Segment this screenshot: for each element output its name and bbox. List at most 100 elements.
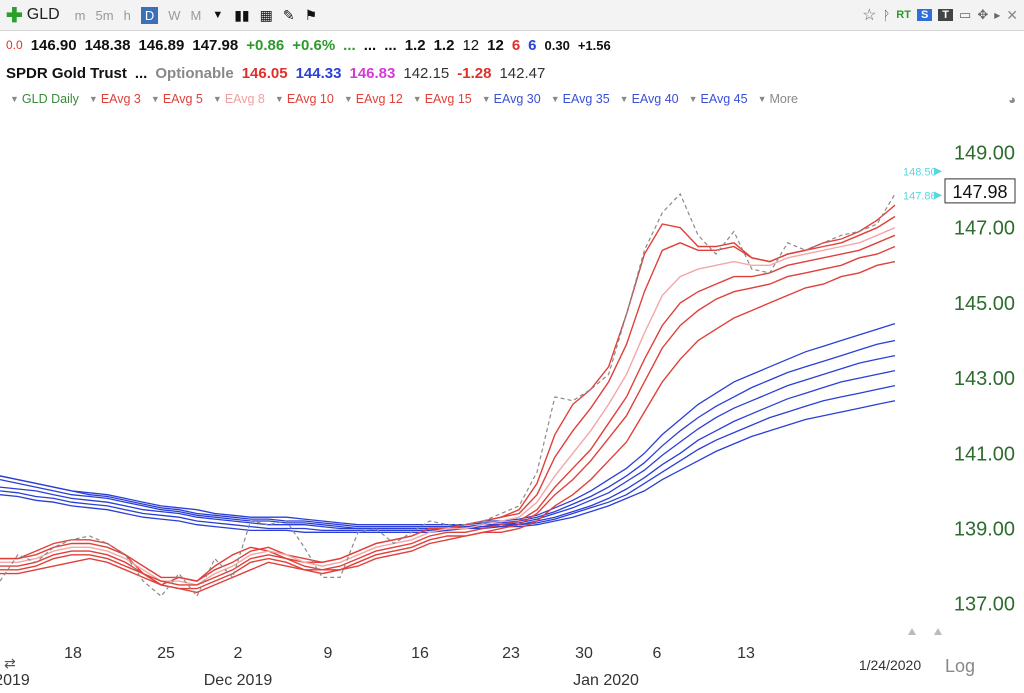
add-symbol-icon[interactable]: ✚ [6, 4, 23, 27]
dropdown-icon[interactable]: ▼ [212, 94, 222, 104]
stat-p1: 146.05 [241, 64, 288, 82]
pencil-icon[interactable]: ✎ [282, 6, 295, 23]
y-tick-label: 149.00 [954, 143, 1015, 165]
x-month-label: Jan 2020 [573, 672, 639, 689]
log-scale-button[interactable]: Log [945, 656, 975, 676]
x-tick-label: 18 [64, 645, 82, 662]
date-label: 1/24/2020 [859, 657, 921, 673]
dropdown-icon[interactable]: ▼ [10, 94, 19, 104]
timeframe-5m[interactable]: 5m [95, 7, 114, 23]
marker-label: 148.50 [903, 166, 937, 178]
dropdown-icon[interactable]: ▼ [274, 94, 284, 104]
fast-ema-line-6 [0, 260, 896, 594]
x-tick-label: 23 [502, 645, 520, 662]
quote-low: 146.89 [138, 36, 185, 54]
quote-close: 147.98 [192, 36, 239, 54]
y-tick-label: 139.00 [954, 519, 1015, 541]
dropdown-icon[interactable]: ▼ [688, 94, 698, 104]
quote-v8: +1.56 [577, 37, 611, 53]
legend-item[interactable]: ▼ GLD Daily [10, 92, 79, 106]
legend-item[interactable]: ▼ EAvg 3 [89, 92, 141, 106]
quote-change: +0.86 [246, 36, 285, 54]
slow-ema-line-6 [0, 400, 896, 533]
quote-dots-2: ... [363, 36, 377, 54]
legend-label: EAvg 3 [100, 92, 141, 106]
dropdown-icon[interactable]: ▼ [757, 94, 767, 104]
legend-item[interactable]: ▼ EAvg 10 [275, 92, 334, 106]
legend-item[interactable]: ▼ EAvg 45 [689, 92, 748, 106]
legend-label: EAvg 10 [286, 92, 334, 106]
quote-v7: 0.30 [544, 37, 570, 53]
x-month-label: 2019 [0, 672, 30, 689]
dropdown-icon[interactable]: ▼ [550, 94, 560, 104]
legend-item[interactable]: ▼ EAvg 40 [620, 92, 679, 106]
refresh-icon[interactable]: ⇄ [4, 656, 16, 672]
flag-icon[interactable]: ⚑ [304, 6, 318, 23]
legend-item[interactable]: ▼ EAvg 12 [344, 92, 403, 106]
dropdown-icon[interactable]: ▼ [481, 94, 491, 104]
scroll-arrow-icon[interactable] [908, 628, 916, 635]
legend-item[interactable]: ▼ EAvg 8 [213, 92, 265, 106]
pin-icon[interactable]: ᚹ [882, 7, 891, 23]
slow-ema-line-5 [0, 384, 896, 532]
legend-item[interactable]: ▼ EAvg 5 [151, 92, 203, 106]
rt-label[interactable]: RT [896, 9, 911, 21]
dropdown-icon[interactable]: ▼ [150, 94, 160, 104]
star-icon[interactable]: ☆ [862, 7, 877, 24]
slow-ema-line-2 [0, 339, 896, 528]
close-icon[interactable]: ✕ [1006, 6, 1018, 23]
grid-icon[interactable]: ▦ [259, 6, 273, 23]
quote-v4: 12 [487, 36, 504, 54]
legend-label: EAvg 5 [162, 92, 203, 106]
price-dashed-line [0, 192, 896, 598]
legend-label: EAvg 15 [424, 92, 472, 106]
dropdown-icon[interactable]: ▼ [412, 94, 422, 104]
price-line [0, 192, 896, 598]
move-icon[interactable]: ✥ [977, 7, 989, 22]
quote-dots-1: ... [343, 36, 356, 54]
indicator-legend: ▼ GLD Daily ▼ EAvg 3 ▼ EAvg 5 ▼ EAvg 8 ▼ EAvg… [0, 88, 1024, 110]
legend-label: EAvg 8 [224, 92, 265, 106]
timeframe-w[interactable]: W [168, 7, 181, 23]
bar-chart-icon[interactable]: ▮▮ [234, 6, 250, 23]
y-tick-label: 143.00 [954, 368, 1015, 390]
dropdown-icon[interactable]: ▼ [212, 9, 224, 21]
fast-ema-line-4 [0, 234, 896, 586]
timeframe-mo[interactable]: M [190, 7, 202, 23]
current-price-box: 147.98 [944, 178, 1016, 204]
scroll-arrow-icon[interactable] [934, 628, 942, 635]
timeframe-m[interactable]: m [74, 7, 86, 23]
right-markers: 148.50 147.86 [903, 166, 942, 202]
stat-p2: 144.33 [295, 64, 342, 82]
timeframe-d[interactable]: D [140, 6, 159, 24]
x-axis: 18 25 2 9 16 23 30 6 13 2019 Dec 2019 Jan 2020 1/24/… [0, 628, 975, 689]
y-tick-label: 147.00 [954, 218, 1015, 240]
dropdown-icon[interactable]: ▼ [343, 94, 353, 104]
legend-item[interactable]: ▼ EAvg 35 [551, 92, 610, 106]
legend-item[interactable]: ▼ EAvg 30 [482, 92, 541, 106]
slow-ema-line-4 [0, 369, 896, 530]
stat-p5: -1.28 [457, 64, 492, 82]
s-button[interactable]: S [916, 9, 933, 21]
dropdown-icon[interactable]: ▼ [619, 94, 629, 104]
timeframe-h[interactable]: h [123, 7, 131, 23]
legend-more[interactable]: ▼ More [758, 92, 798, 106]
quote-line-2: SPDR Gold Trust ... Optionable 146.05 14… [0, 60, 1024, 86]
y-tick-label: 141.00 [954, 443, 1015, 465]
symbol-label[interactable]: GLD [26, 6, 60, 23]
quote-line-1: 0.0 146.90 148.38 146.89 147.98 +0.86 +0… [0, 32, 1024, 58]
optionable-label: Optionable [155, 64, 234, 82]
x-tick-label: 25 [157, 645, 175, 662]
legend-item[interactable]: ▼ EAvg 15 [413, 92, 472, 106]
legend-label: EAvg 40 [631, 92, 679, 106]
t-button[interactable]: T [938, 9, 954, 21]
quote-v2: 1.2 [433, 36, 455, 54]
more-label: More [769, 92, 798, 106]
dropdown-icon[interactable]: ▼ [88, 94, 98, 104]
y-axis: 149.00 147.00 145.00 143.00 141.00 139.00 137.… [954, 143, 1015, 616]
palette-icon[interactable]: ◕ [1008, 91, 1016, 107]
expand-icon[interactable]: ▸ [994, 8, 1001, 22]
window-icon[interactable]: ▭ [959, 7, 972, 22]
quote-high: 148.38 [84, 36, 131, 54]
price-chart[interactable]: 149.00 147.00 145.00 143.00 141.00 139.00 137.… [0, 110, 1024, 693]
